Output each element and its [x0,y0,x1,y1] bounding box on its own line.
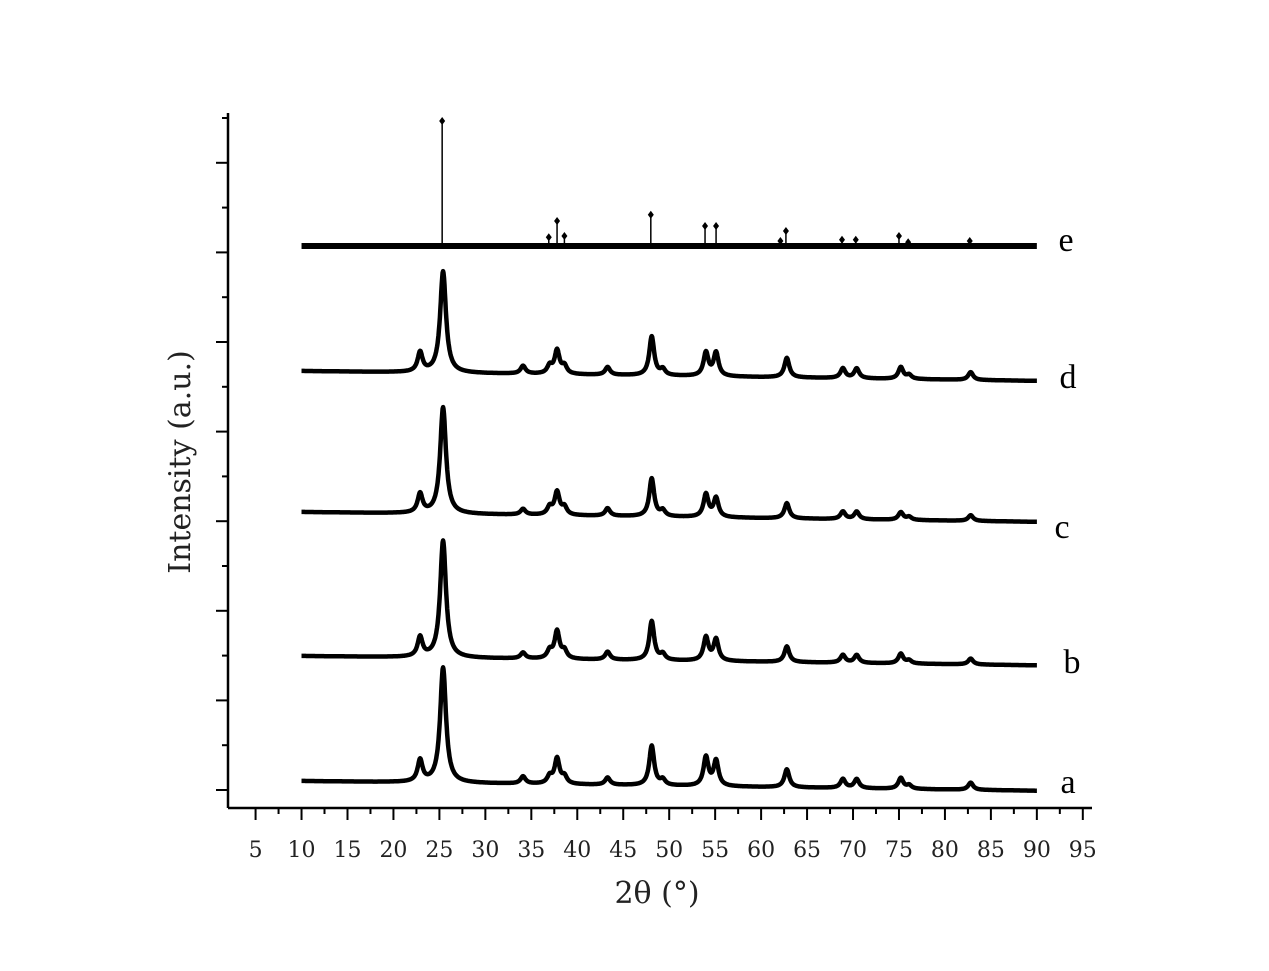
reference-marker [966,237,973,245]
reference-marker [895,232,902,240]
x-tick-label: 75 [885,838,913,863]
x-tick-label: 70 [839,838,867,863]
series-label-b: b [1064,644,1081,681]
x-tick-label: 5 [249,838,263,863]
axes: 5 10 15 20 25 30 35 40 45 50 55 60 65 70 75 80 85 90 95 [216,113,1097,863]
series-b [299,538,1039,668]
x-tick-label: 45 [609,838,637,863]
reference-marker [777,237,784,245]
series-layer: a b c d e [299,117,1081,801]
reference-marker [561,232,568,240]
reference-marker [545,233,552,242]
x-tick-label: 55 [701,838,729,863]
reference-marker [852,235,859,244]
x-tick-label: 65 [793,838,821,863]
series-d [299,268,1039,384]
x-tick-label: 20 [379,838,407,863]
x-tick-label: 30 [471,838,499,863]
x-tick-label: 50 [655,838,683,863]
x-tick-label: 60 [747,838,775,863]
x-tick-label: 25 [425,838,453,863]
series-e [301,117,1037,249]
x-tick-label: 35 [517,838,545,863]
reference-marker [713,222,720,230]
x-tick-label: 80 [931,838,959,863]
reference-marker [838,235,845,244]
x-axis-title: 2θ (°) [614,876,699,911]
reference-marker [647,210,654,219]
series-label-a: a [1060,764,1075,801]
y-axis-title: Intensity (a.u.) [163,350,198,574]
series-label-d: d [1060,359,1077,396]
reference-marker [782,227,789,235]
series-label-c: c [1054,509,1069,546]
series-c [299,404,1039,525]
x-tick-label: 85 [977,838,1005,863]
x-tick-label: 40 [563,838,591,863]
x-tick-label: 10 [288,838,316,863]
x-tick-label: 95 [1069,838,1097,863]
reference-marker [905,238,912,247]
reference-marker [439,117,446,125]
x-tick-label: 90 [1023,838,1051,863]
reference-marker [554,217,561,225]
x-tick-label: 15 [333,838,361,863]
series-label-e: e [1058,222,1073,259]
reference-marker [702,222,709,230]
series-a [299,665,1039,793]
